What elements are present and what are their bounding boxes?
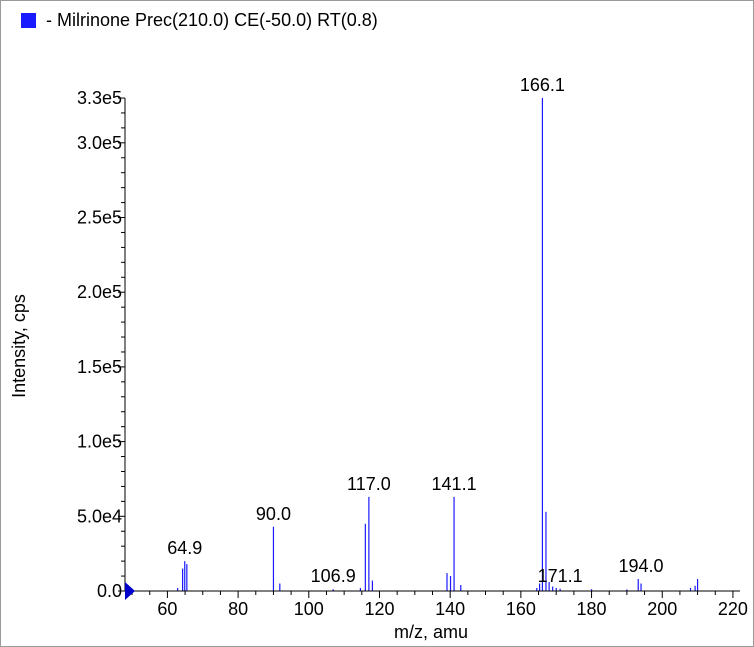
axes: 60 80 100 120 140 160 180 200 220 0.0 5.0e4 1.0e5 1.… [77,88,748,619]
y-axis-title: Intensity, cps [9,294,29,398]
peak-label: 106.9 [311,566,356,586]
y-tick-label: 0.0 [97,581,122,601]
y-tick-label: 5.0e4 [77,506,122,526]
peak-label: 141.1 [432,474,477,494]
x-tick-label: 180 [577,599,607,619]
peak-label: 166.1 [520,75,565,95]
peak-labels: 64.9 90.0 106.9 117.0 141.1 166.1 171.1 194.0 [167,75,663,586]
x-tick-label: 220 [718,599,748,619]
baseline-marker-icon [125,582,135,600]
peak-bars [177,98,699,591]
y-tick-label: 1.0e5 [77,432,122,452]
peak-label: 64.9 [167,538,202,558]
peak-label: 171.1 [538,566,583,586]
x-tick-label: 80 [228,599,248,619]
y-tick-label: 1.5e5 [77,357,122,377]
y-tick-label: 3.3e5 [77,88,122,108]
legend: - Milrinone Prec(210.0) CE(-50.0) RT(0.8… [21,9,378,31]
peak-label: 90.0 [256,504,291,524]
x-tick-label: 160 [506,599,536,619]
x-tick-label: 100 [294,599,324,619]
x-tick-label: 140 [435,599,465,619]
y-tick-label: 3.0e5 [77,133,122,153]
legend-label: - Milrinone Prec(210.0) CE(-50.0) RT(0.8… [46,9,378,30]
legend-swatch-icon [21,12,36,28]
x-tick-label: 200 [647,599,677,619]
peak-label: 194.0 [619,556,664,576]
peak-label: 117.0 [347,474,391,494]
x-tick-label: 120 [364,599,394,619]
x-tick-label: 60 [157,599,177,619]
x-axis-title: m/z, amu [394,622,468,642]
y-tick-label: 2.5e5 [77,208,122,228]
y-tick-label: 2.0e5 [77,282,122,302]
